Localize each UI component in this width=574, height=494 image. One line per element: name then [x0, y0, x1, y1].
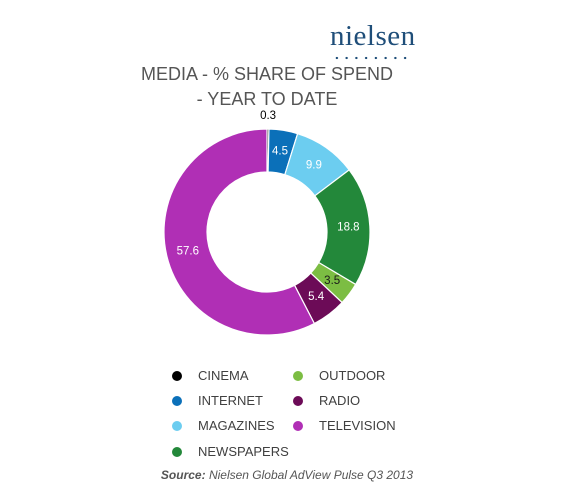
legend-swatch-magazines [172, 420, 182, 431]
slice-label-magazines: 9.9 [306, 159, 322, 171]
legend-label-internet: INTERNET [198, 393, 263, 408]
legend-item-outdoor: OUTDOOR [293, 368, 385, 383]
legend-item-television: TELEVISION [293, 418, 396, 433]
slice-label-internet: 4.5 [272, 146, 288, 158]
legend-item-cinema: CINEMA [172, 368, 249, 383]
slice-label-newspapers: 18.8 [337, 221, 359, 233]
slice-label-radio: 5.4 [308, 291, 325, 303]
slice-label-television: 57.6 [177, 245, 199, 257]
source-note: Source: Nielsen Global AdView Pulse Q3 2… [0, 468, 574, 482]
legend-item-magazines: MAGAZINES [172, 418, 275, 433]
nielsen-logo-dots [332, 56, 410, 60]
legend-swatch-cinema [172, 370, 182, 381]
legend-label-radio: RADIO [319, 393, 361, 408]
source-text: Nielsen Global AdView Pulse Q3 2013 [208, 468, 414, 482]
legend-swatch-outdoor [293, 370, 303, 381]
legend-swatch-radio [293, 395, 303, 406]
source-label: Source: [160, 468, 206, 482]
legend-item-internet: INTERNET [172, 393, 263, 408]
chart-title: MEDIA - % SHARE OF SPEND - YEAR TO DATE [100, 62, 434, 112]
slice-label-outdoor: 3.5 [324, 275, 340, 287]
legend-item-newspapers: NEWSPAPERS [172, 444, 289, 459]
slice-label-cinema: 0.3 [260, 110, 276, 122]
chart-title-line-1: MEDIA - % SHARE OF SPEND [140, 64, 394, 84]
chart-title-line-2: - YEAR TO DATE [196, 89, 338, 109]
legend-label-cinema: CINEMA [198, 368, 249, 383]
legend-swatch-newspapers [172, 446, 182, 457]
legend-item-radio: RADIO [293, 393, 360, 408]
legend-swatch-internet [172, 395, 182, 406]
slice-television [163, 128, 316, 336]
legend-label-outdoor: OUTDOOR [319, 368, 386, 383]
legend-label-television: TELEVISION [319, 418, 396, 433]
legend-label-magazines: MAGAZINES [198, 418, 275, 433]
legend-label-newspapers: NEWSPAPERS [198, 444, 289, 459]
nielsen-logo: nielsen [330, 20, 416, 52]
legend-swatch-television [293, 420, 303, 431]
